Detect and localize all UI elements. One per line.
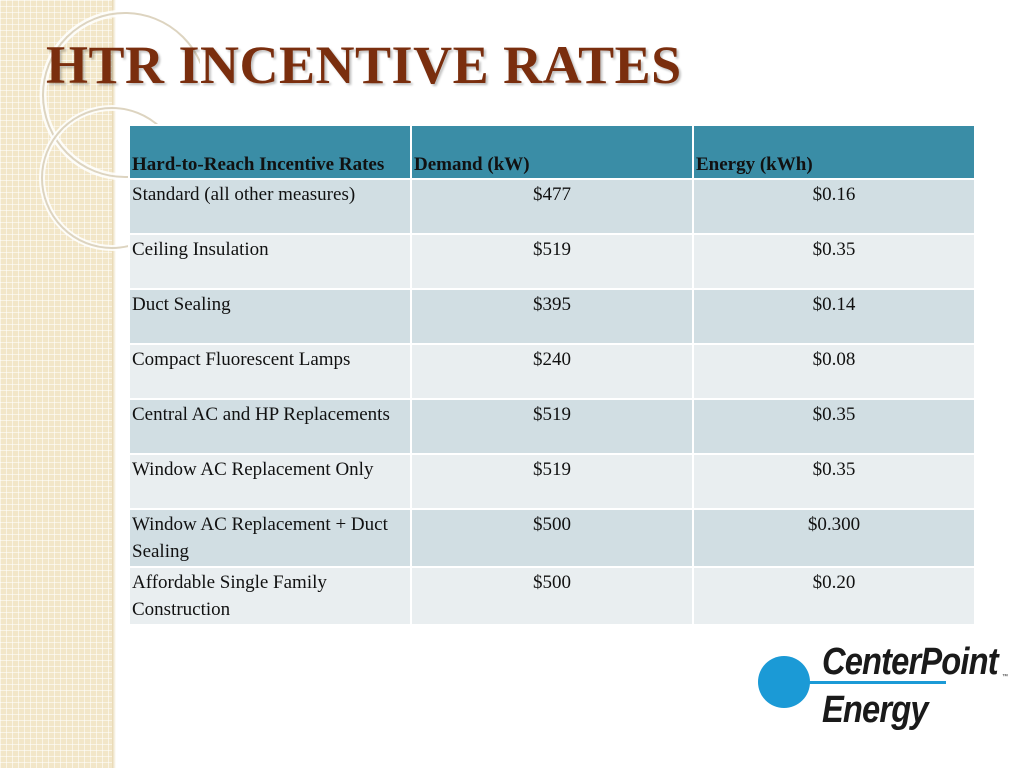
logo-wordmark-line2: Energy bbox=[822, 689, 928, 731]
demand-cell: $500 bbox=[410, 566, 694, 626]
measure-cell: Standard (all other measures) bbox=[128, 178, 412, 235]
energy-value: $0.35 bbox=[812, 404, 856, 425]
demand-value: $395 bbox=[533, 294, 571, 315]
measure-cell: Window AC Replacement + Duct Sealing bbox=[128, 508, 412, 568]
energy-value: $0.300 bbox=[807, 514, 861, 535]
table-row: Ceiling Insulation $519 $0.35 bbox=[128, 233, 976, 290]
energy-cell: $0.16 bbox=[692, 178, 976, 235]
energy-value: $0.16 bbox=[812, 184, 856, 205]
energy-cell: $0.35 bbox=[692, 233, 976, 290]
header-measure: Hard-to-Reach Incentive Rates bbox=[128, 124, 412, 180]
demand-cell: $395 bbox=[410, 288, 694, 345]
table-row: Affordable Single Family Construction $5… bbox=[128, 566, 976, 626]
logo-wordmark-line1: CenterPoint bbox=[822, 641, 999, 683]
energy-value: $0.35 bbox=[812, 239, 856, 260]
energy-cell: $0.20 bbox=[692, 566, 976, 626]
energy-cell: $0.08 bbox=[692, 343, 976, 400]
demand-value: $500 bbox=[533, 514, 571, 535]
table-row: Window AC Replacement Only $519 $0.35 bbox=[128, 453, 976, 510]
energy-cell: $0.14 bbox=[692, 288, 976, 345]
logo-swoosh-line bbox=[786, 681, 946, 684]
side-band-edge bbox=[112, 0, 116, 768]
header-demand: Demand (kW) bbox=[410, 124, 694, 180]
header-energy: Energy (kWh) bbox=[692, 124, 976, 180]
table-row: Standard (all other measures) $477 $0.16 bbox=[128, 178, 976, 235]
decorative-side-band bbox=[0, 0, 112, 768]
slide-title: HTR INCENTIVE RATES bbox=[46, 35, 682, 95]
measure-cell: Compact Fluorescent Lamps bbox=[128, 343, 412, 400]
demand-cell: $519 bbox=[410, 233, 694, 290]
demand-value: $519 bbox=[533, 459, 571, 480]
table-row: Compact Fluorescent Lamps $240 $0.08 bbox=[128, 343, 976, 400]
demand-cell: $500 bbox=[410, 508, 694, 568]
demand-value: $519 bbox=[533, 239, 571, 260]
table-row: Duct Sealing $395 $0.14 bbox=[128, 288, 976, 345]
energy-cell: $0.35 bbox=[692, 453, 976, 510]
demand-value: $240 bbox=[533, 349, 571, 370]
demand-value: $477 bbox=[533, 184, 571, 205]
energy-value: $0.08 bbox=[812, 349, 856, 370]
incentive-rates-table: Hard-to-Reach Incentive Rates Demand (kW… bbox=[128, 124, 976, 626]
measure-cell: Central AC and HP Replacements bbox=[128, 398, 412, 455]
energy-value: $0.14 bbox=[812, 294, 856, 315]
measure-cell: Duct Sealing bbox=[128, 288, 412, 345]
measure-cell: Affordable Single Family Construction bbox=[128, 566, 412, 626]
measure-cell: Window AC Replacement Only bbox=[128, 453, 412, 510]
centerpoint-energy-logo: CenterPoint Energy ™ bbox=[758, 641, 1010, 740]
energy-cell: $0.300 bbox=[692, 508, 976, 568]
demand-value: $519 bbox=[533, 404, 571, 425]
measure-cell: Ceiling Insulation bbox=[128, 233, 412, 290]
table-row: Central AC and HP Replacements $519 $0.3… bbox=[128, 398, 976, 455]
demand-cell: $519 bbox=[410, 398, 694, 455]
energy-cell: $0.35 bbox=[692, 398, 976, 455]
logo-trademark: ™ bbox=[1002, 674, 1008, 680]
demand-cell: $477 bbox=[410, 178, 694, 235]
table-header-row: Hard-to-Reach Incentive Rates Demand (kW… bbox=[128, 124, 976, 180]
energy-value: $0.20 bbox=[812, 572, 856, 593]
demand-cell: $240 bbox=[410, 343, 694, 400]
energy-value: $0.35 bbox=[812, 459, 856, 480]
table-row: Window AC Replacement + Duct Sealing $50… bbox=[128, 508, 976, 568]
demand-cell: $519 bbox=[410, 453, 694, 510]
demand-value: $500 bbox=[533, 572, 571, 593]
